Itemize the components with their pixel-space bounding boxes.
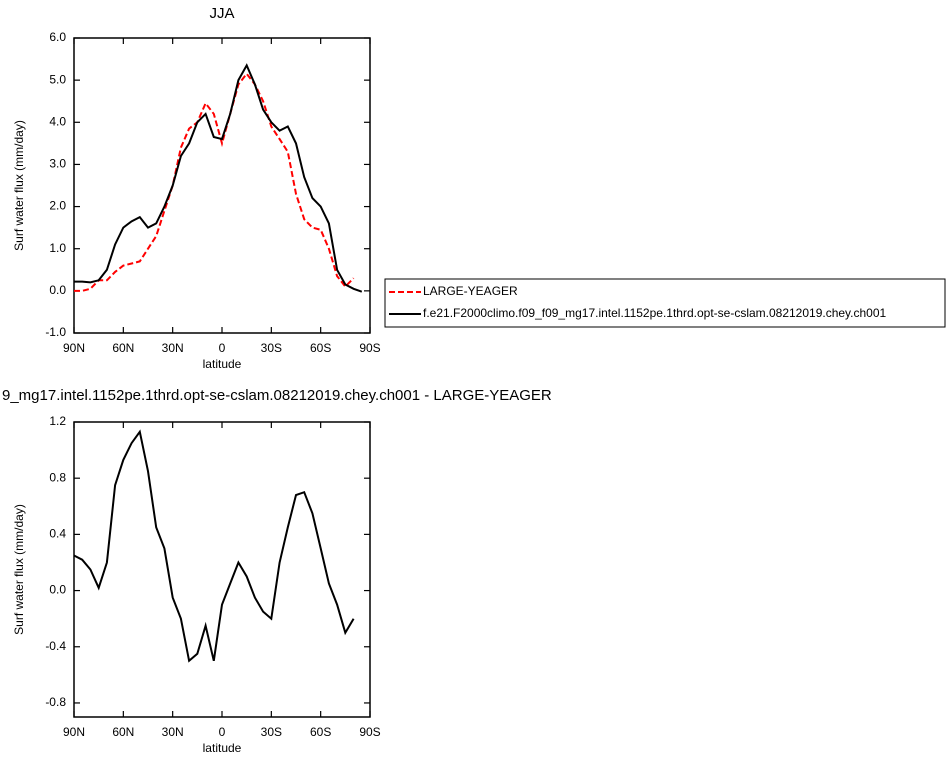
x-tick-label: 0: [219, 725, 226, 739]
y-tick-label: 0.4: [49, 527, 66, 541]
y-axis-label: Surf water flux (mm/day): [12, 120, 26, 251]
legend-label: LARGE-YEAGER: [423, 284, 518, 298]
data-line: [74, 72, 355, 292]
y-tick-label: -1.0: [45, 325, 66, 339]
y-tick-label: -0.8: [45, 695, 66, 709]
data-line: [74, 63, 363, 293]
y-tick-label: 1.2: [49, 414, 66, 428]
x-tick-label: 90S: [359, 341, 380, 355]
x-axis-label: latitude: [203, 357, 242, 371]
chart-title: 9_mg17.intel.1152pe.1thrd.opt-se-cslam.0…: [2, 387, 552, 404]
y-tick-label: 0.8: [49, 470, 66, 484]
y-tick-label: 0.0: [49, 283, 66, 297]
y-tick-label: 4.0: [49, 114, 66, 128]
x-tick-label: 60N: [112, 341, 134, 355]
x-tick-label: 30S: [261, 341, 282, 355]
chart-title: JJA: [209, 5, 234, 22]
y-tick-label: 1.0: [49, 241, 66, 255]
x-tick-label: 30N: [162, 725, 184, 739]
data-line: [73, 429, 355, 663]
y-tick-label: 6.0: [49, 30, 66, 44]
x-tick-label: 60S: [310, 341, 331, 355]
x-tick-label: 60N: [112, 725, 134, 739]
y-tick-label: -0.4: [45, 639, 66, 653]
x-tick-label: 90S: [359, 725, 380, 739]
x-tick-label: 60S: [310, 725, 331, 739]
x-tick-label: 0: [219, 341, 226, 355]
x-axis-label: latitude: [203, 741, 242, 755]
x-tick-label: 30S: [261, 725, 282, 739]
x-tick-label: 90N: [63, 341, 85, 355]
legend-box: [384, 278, 946, 328]
y-tick-label: 5.0: [49, 72, 66, 86]
plot-frame: [73, 37, 371, 334]
y-tick-label: 3.0: [49, 157, 66, 171]
y-tick-label: 0.0: [49, 583, 66, 597]
x-tick-label: 30N: [162, 341, 184, 355]
y-tick-label: 2.0: [49, 199, 66, 213]
x-tick-label: 90N: [63, 725, 85, 739]
legend-label: f.e21.F2000climo.f09_f09_mg17.intel.1152…: [423, 306, 887, 320]
y-axis-label: Surf water flux (mm/day): [12, 504, 26, 635]
